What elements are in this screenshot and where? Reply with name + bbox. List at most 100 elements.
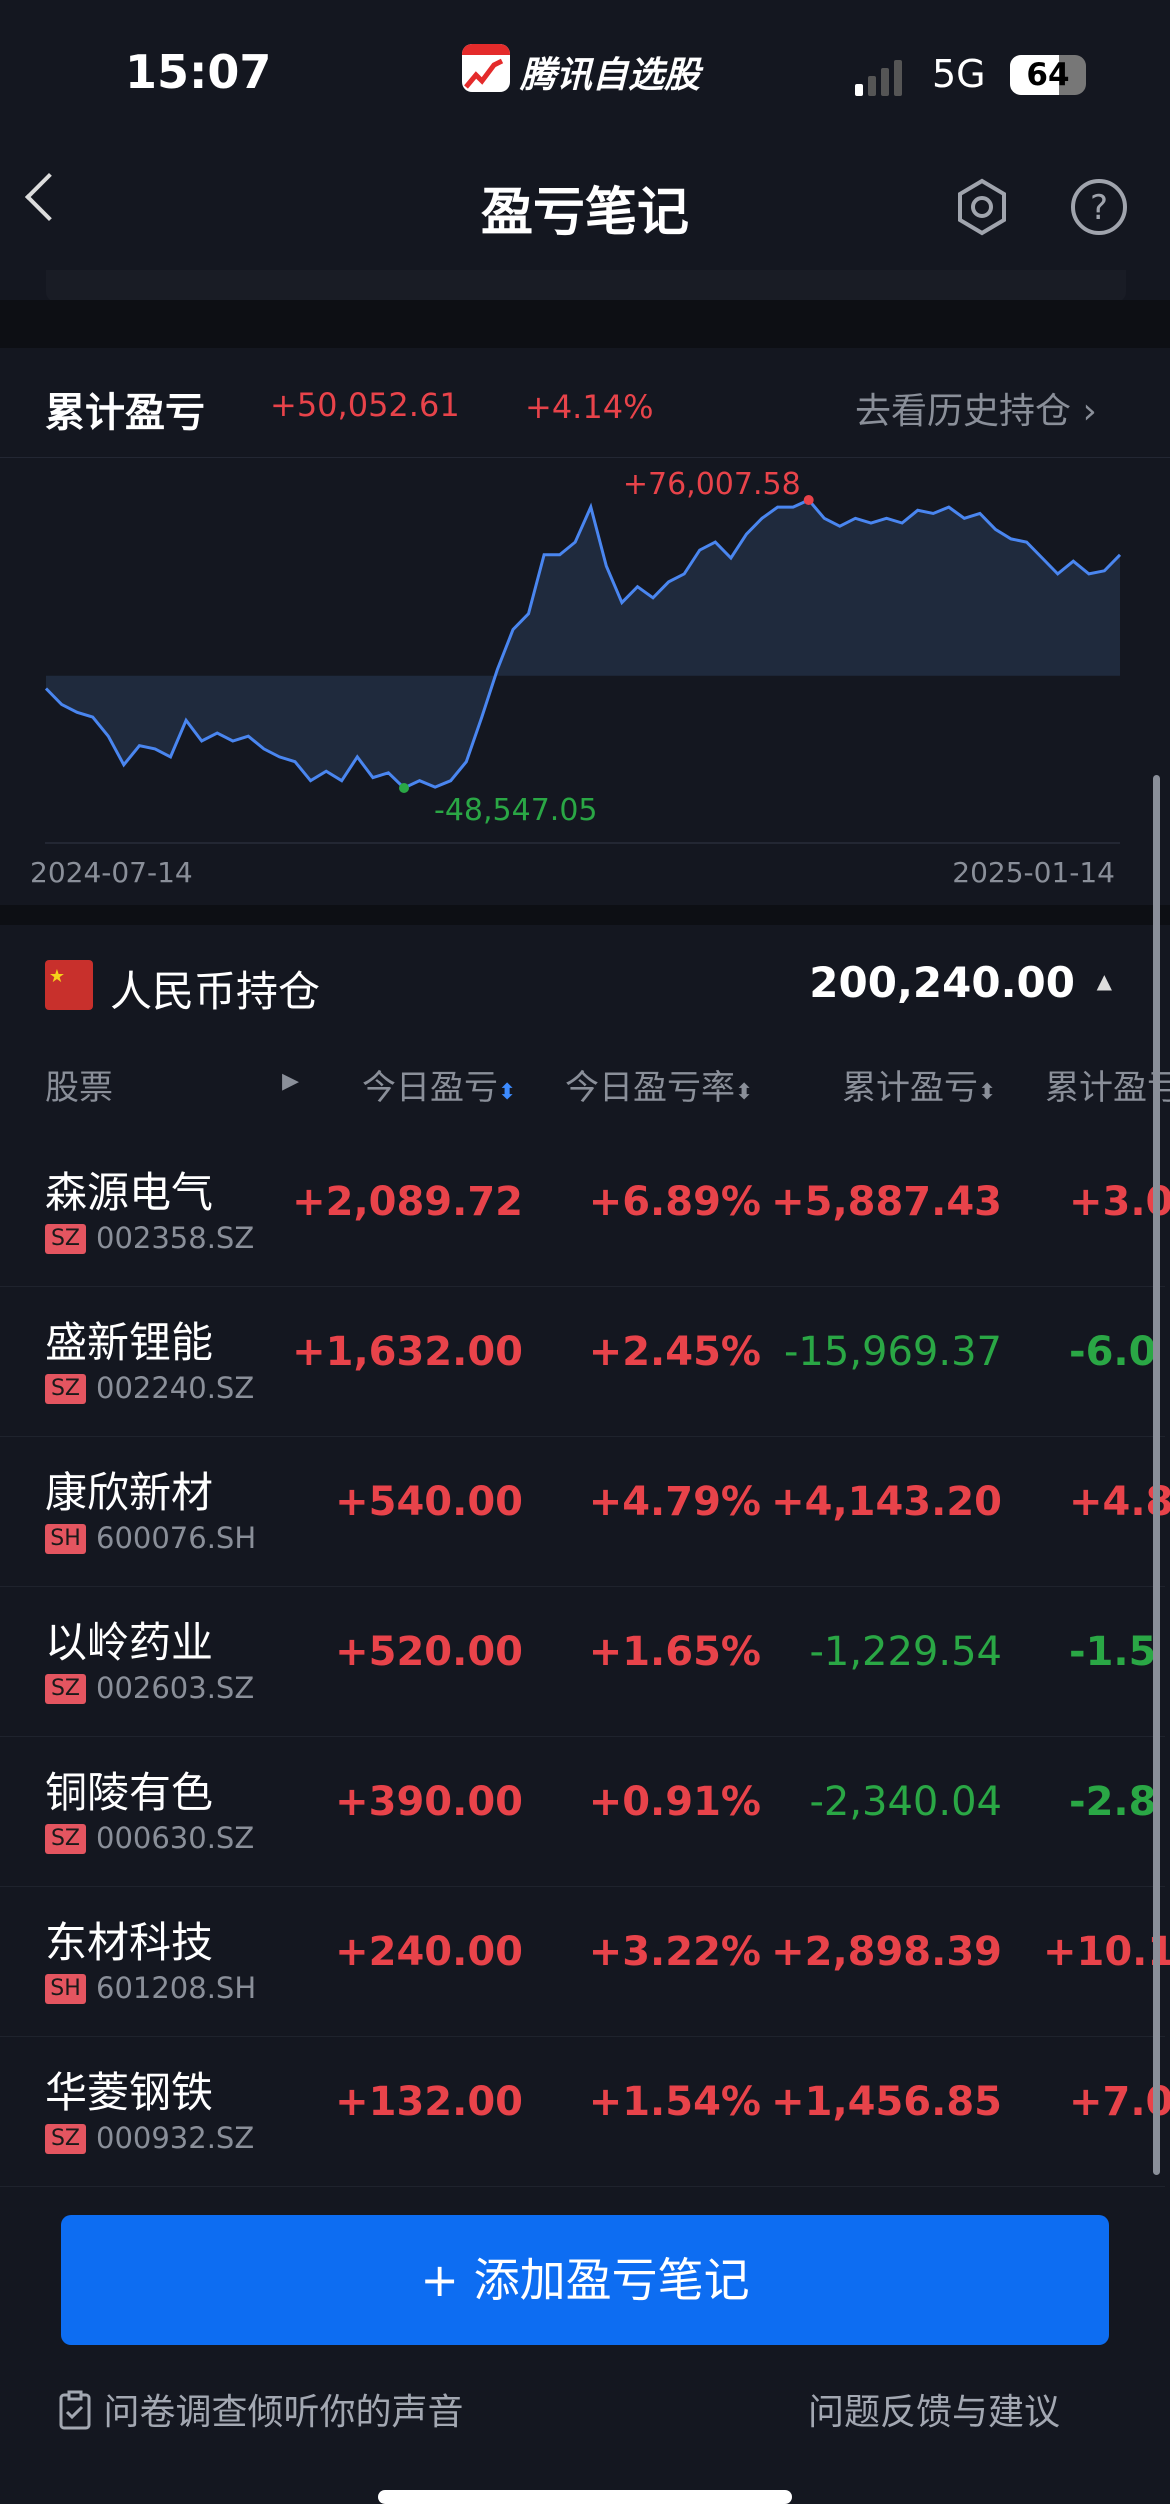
chart-area xyxy=(46,500,1120,788)
history-link-label: 去看历史持仓 xyxy=(855,391,1072,432)
column-label: 今日盈亏 xyxy=(362,1068,498,1108)
clipboard-icon xyxy=(59,2390,91,2430)
column-stock: 股票 xyxy=(45,1068,113,1108)
battery-level: 64 xyxy=(1026,57,1070,93)
today-pnl: +520.00 xyxy=(335,1629,523,1675)
stock-name: 东材科技 xyxy=(45,1918,214,1967)
today-pnl: +540.00 xyxy=(335,1479,523,1525)
signal-icon xyxy=(855,60,902,96)
column-today-rate[interactable]: 今日盈亏率⬍ xyxy=(565,1060,753,1120)
market-badge: SH xyxy=(45,1974,86,2004)
holdings-header[interactable]: ★ 人民币持仓 200,240.00 ▲ xyxy=(0,925,1170,1040)
scrollbar[interactable] xyxy=(1153,775,1160,2175)
total-rate: -1.5 xyxy=(1069,1629,1157,1675)
min-label: -48,547.05 xyxy=(434,793,598,828)
table-row[interactable]: 铜陵有色 SZ 000630.SZ +390.00 +0.91% -2,340.… xyxy=(0,1737,1165,1887)
total-rate: -2.8 xyxy=(1069,1779,1157,1825)
market-badge: SZ xyxy=(45,1374,86,1404)
stock-code: 601208.SH xyxy=(96,1971,257,2005)
column-total-pnl[interactable]: 累计盈亏⬍ xyxy=(842,1060,996,1120)
battery-icon: 64 xyxy=(1010,55,1086,95)
column-today-pnl[interactable]: 今日盈亏⬍ xyxy=(362,1060,516,1120)
divider xyxy=(0,300,1170,348)
holdings-total: 200,240.00 xyxy=(809,958,1075,1007)
today-rate: +1.65% xyxy=(588,1629,761,1675)
survey-link[interactable]: 问卷调查倾听你的声音 xyxy=(58,2383,463,2435)
settings-icon[interactable] xyxy=(953,178,1011,236)
add-note-button[interactable]: + 添加盈亏笔记 xyxy=(61,2215,1109,2345)
stock-name: 以岭药业 xyxy=(45,1618,214,1667)
total-pnl: +4,143.20 xyxy=(771,1479,1002,1525)
x-start-label: 2024-07-14 xyxy=(30,856,193,889)
column-label: 累计盈亏 xyxy=(842,1068,978,1108)
market-badge: SH xyxy=(45,1524,86,1554)
pnl-chart: +76,007.58 -48,547.05 2024-07-14 2025-01-… xyxy=(30,467,1122,889)
today-pnl: +1,632.00 xyxy=(292,1329,523,1375)
total-pnl: -1,229.54 xyxy=(809,1629,1002,1675)
china-flag-icon: ★ xyxy=(45,960,93,1010)
app-logo-icon xyxy=(462,44,510,92)
status-bar: 15:07 腾讯自选股 5G 64 xyxy=(0,0,1170,130)
stock-name: 康欣新材 xyxy=(45,1468,214,1517)
today-rate: +0.91% xyxy=(588,1779,761,1825)
max-point xyxy=(803,495,814,505)
total-pnl: +1,456.85 xyxy=(771,2079,1002,2125)
total-pnl: +2,898.39 xyxy=(771,1929,1002,1975)
market-badge: SZ xyxy=(45,1824,86,1854)
today-rate: +3.22% xyxy=(588,1929,761,1975)
summary-percent: +4.14% xyxy=(525,388,654,426)
stock-code: 600076.SH xyxy=(96,1521,257,1555)
column-label: 今日盈亏率 xyxy=(565,1068,735,1108)
table-row[interactable]: 盛新锂能 SZ 002240.SZ +1,632.00 +2.45% -15,9… xyxy=(0,1287,1165,1437)
survey-label: 问卷调查倾听你的声音 xyxy=(103,2392,464,2433)
svg-text:?: ? xyxy=(1090,188,1108,228)
stock-code: 002240.SZ xyxy=(96,1371,255,1405)
total-rate: -6.0 xyxy=(1069,1329,1157,1375)
stock-code: 000932.SZ xyxy=(96,2121,255,2155)
clock: 15:07 xyxy=(125,45,272,99)
market-badge: SZ xyxy=(45,1674,86,1704)
total-rate: +10.1 xyxy=(1043,1929,1170,1975)
stock-code: 000630.SZ xyxy=(96,1821,255,1855)
table-row[interactable]: 以岭药业 SZ 002603.SZ +520.00 +1.65% -1,229.… xyxy=(0,1587,1165,1737)
today-pnl: +132.00 xyxy=(335,2079,523,2125)
svg-text:★: ★ xyxy=(49,966,65,987)
today-rate: +4.79% xyxy=(588,1479,761,1525)
card-bottom xyxy=(46,270,1126,302)
divider xyxy=(0,905,1170,925)
column-total-rate[interactable]: 累计盈亏率 xyxy=(1045,1068,1170,1108)
history-link[interactable]: 去看历史持仓 › xyxy=(855,382,1097,434)
network-type: 5G xyxy=(932,52,986,96)
stock-name: 森源电气 xyxy=(45,1168,214,1217)
table-row[interactable]: 东材科技 SH 601208.SH +240.00 +3.22% +2,898.… xyxy=(0,1887,1170,2037)
stock-code: 002603.SZ xyxy=(96,1671,255,1705)
table-row[interactable]: 华菱钢铁 SZ 000932.SZ +132.00 +1.54% +1,456.… xyxy=(0,2037,1170,2187)
today-rate: +2.45% xyxy=(588,1329,761,1375)
x-end-label: 2025-01-14 xyxy=(952,856,1115,889)
table-row[interactable]: 森源电气 SZ 002358.SZ +2,089.72 +6.89% +5,88… xyxy=(0,1137,1170,1287)
market-badge: SZ xyxy=(45,1224,86,1254)
today-rate: +6.89% xyxy=(588,1179,761,1225)
stock-name: 铜陵有色 xyxy=(45,1768,214,1817)
home-indicator[interactable] xyxy=(378,2490,792,2504)
feedback-link[interactable]: 问题反馈与建议 xyxy=(808,2392,1061,2433)
stock-name: 华菱钢铁 xyxy=(45,2068,214,2117)
summary-label: 累计盈亏 xyxy=(45,390,205,436)
today-pnl: +390.00 xyxy=(335,1779,523,1825)
table-row[interactable]: 康欣新材 SH 600076.SH +540.00 +4.79% +4,143.… xyxy=(0,1437,1170,1587)
min-point xyxy=(399,783,409,793)
stock-name: 盛新锂能 xyxy=(45,1318,214,1367)
total-pnl: -15,969.37 xyxy=(783,1329,1002,1375)
collapse-arrow-icon[interactable]: ▲ xyxy=(1096,969,1112,993)
help-icon[interactable]: ? xyxy=(1070,178,1128,236)
today-rate: +1.54% xyxy=(588,2079,761,2125)
chevron-right-icon: › xyxy=(1082,391,1097,432)
sort-desc-icon: ⬍ xyxy=(498,1080,517,1105)
chart-line xyxy=(44,498,1122,790)
holdings-title: 人民币持仓 xyxy=(110,967,321,1016)
page-title: 盈亏笔记 xyxy=(480,183,689,243)
app-name: 腾讯自选股 xyxy=(520,55,701,96)
total-pnl: -2,340.04 xyxy=(809,1779,1002,1825)
today-pnl: +2,089.72 xyxy=(292,1179,523,1225)
market-badge: SZ xyxy=(45,2124,86,2154)
